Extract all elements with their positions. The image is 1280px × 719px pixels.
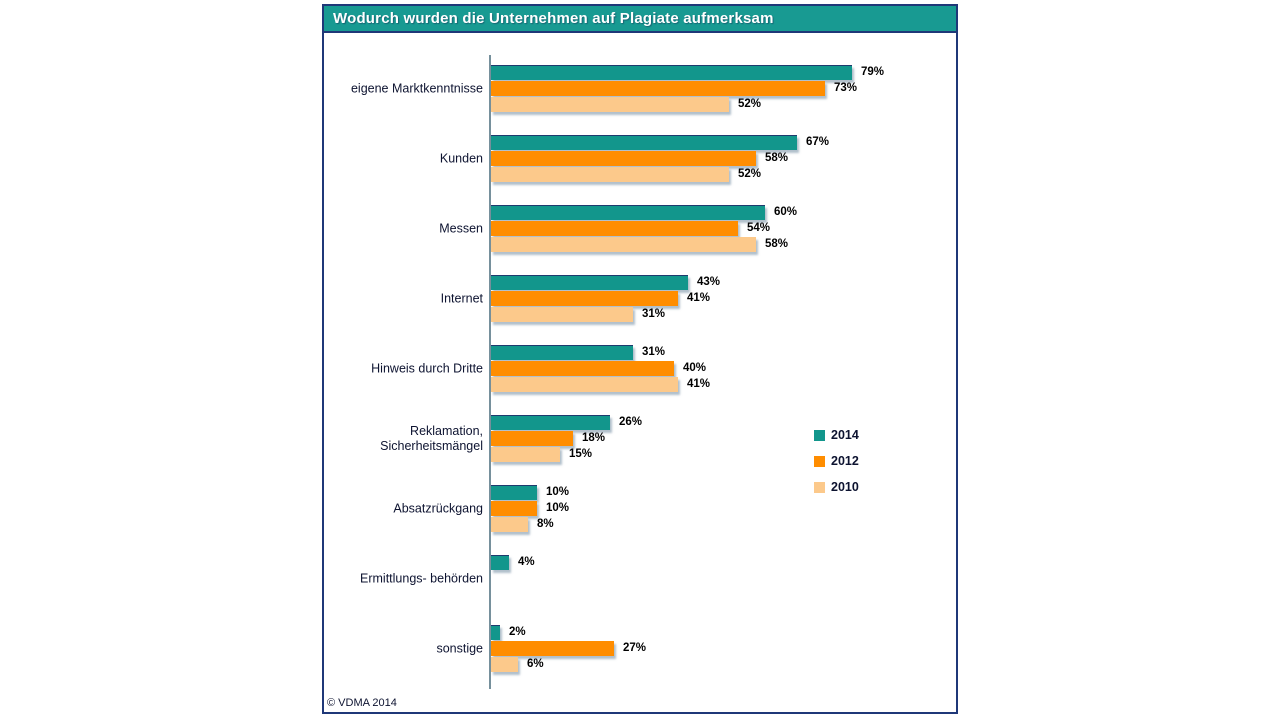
category-label-messen: Messen [439,221,483,236]
value-label-2010-absatzr-ckgang: 8% [537,518,554,530]
legend-label-2010: 2010 [831,480,859,494]
value-label-2012-internet: 41% [687,292,711,304]
bar-2014-hinweis-durch-dritte [491,345,633,360]
category-label-internet: Internet [440,291,483,306]
value-label-2012-absatzr-ckgang: 10% [546,502,570,514]
bar-2012-eigene-marktkenntnisse [491,81,825,96]
bar-2010-messen [491,237,756,252]
legend-swatch-2010 [814,481,825,493]
value-label-2014-ermittlungs-beh-rden: 4% [518,556,535,568]
chart-title: Wodurch wurden die Unternehmen auf Plagi… [333,10,774,27]
value-label-2010-reklamation-sicherheitsm-ngel: 15% [569,448,593,460]
value-label-2014-eigene-marktkenntnisse: 79% [861,66,885,78]
chart-header: Wodurch wurden die Unternehmen auf Plagi… [324,6,956,33]
bar-2010-hinweis-durch-dritte [491,377,678,392]
category-label-absatzr-ckgang: Absatzrückgang [393,501,483,516]
bar-2014-absatzr-ckgang [491,485,537,500]
legend-label-2014: 2014 [831,428,859,442]
value-label-2010-kunden: 52% [738,168,762,180]
category-label-ermittlungs-beh-rden: Ermittlungs- behörden [360,571,483,586]
bar-2012-absatzr-ckgang [491,501,537,516]
value-label-2012-reklamation-sicherheitsm-ngel: 18% [582,432,606,444]
bar-2012-reklamation-sicherheitsm-ngel [491,431,573,446]
value-label-2012-eigene-marktkenntnisse: 73% [834,82,858,94]
value-label-2010-hinweis-durch-dritte: 41% [687,378,711,390]
bar-2010-sonstige [491,657,518,672]
bar-2012-sonstige [491,641,614,656]
value-label-2010-messen: 58% [765,238,789,250]
value-label-2014-absatzr-ckgang: 10% [546,486,570,498]
bar-2014-ermittlungs-beh-rden [491,555,509,570]
bar-2010-kunden [491,167,729,182]
legend-item-2010: 2010 [814,480,859,494]
category-label-hinweis-durch-dritte: Hinweis durch Dritte [371,361,483,376]
legend: 2014 2012 2010 [814,428,859,506]
value-label-2014-reklamation-sicherheitsm-ngel: 26% [619,416,643,428]
bar-2010-reklamation-sicherheitsm-ngel [491,447,560,462]
legend-swatch-2014 [814,429,825,441]
bar-2014-sonstige [491,625,500,640]
category-label-kunden: Kunden [439,151,483,166]
bar-2012-messen [491,221,738,236]
bar-2014-reklamation-sicherheitsm-ngel [491,415,610,430]
category-label-eigene-marktkenntnisse: eigene Marktkenntnisse [350,81,483,96]
y-axis-line [489,55,491,689]
value-label-2012-hinweis-durch-dritte: 40% [683,362,707,374]
value-label-2014-messen: 60% [774,206,798,218]
value-label-2012-sonstige: 27% [623,642,647,654]
legend-item-2012: 2012 [814,454,859,468]
category-label-reklamation-sicherheitsm-ngel: Reklamation, Sicherheitsmängel [380,424,483,453]
legend-swatch-2012 [814,455,825,467]
bar-2014-messen [491,205,765,220]
value-label-2010-internet: 31% [642,308,666,320]
plot-area: eigene Marktkenntnisse 79% 73% 52% Kunden 67%… [324,33,956,712]
source-credit: © VDMA 2014 [327,697,397,709]
value-label-2014-hinweis-durch-dritte: 31% [642,346,666,358]
value-label-2014-kunden: 67% [806,136,830,148]
value-label-2014-sonstige: 2% [509,626,526,638]
bar-2014-kunden [491,135,797,150]
bar-2012-kunden [491,151,756,166]
bar-2010-eigene-marktkenntnisse [491,97,729,112]
category-label-sonstige: sonstige [436,641,483,656]
bar-2012-internet [491,291,678,306]
bar-2012-hinweis-durch-dritte [491,361,674,376]
bar-2014-eigene-marktkenntnisse [491,65,852,80]
value-label-2012-messen: 54% [747,222,771,234]
legend-label-2012: 2012 [831,454,859,468]
value-label-2014-internet: 43% [697,276,721,288]
value-label-2012-kunden: 58% [765,152,789,164]
bar-2010-absatzr-ckgang [491,517,528,532]
value-label-2010-eigene-marktkenntnisse: 52% [738,98,762,110]
bar-2014-internet [491,275,688,290]
value-label-2010-sonstige: 6% [527,658,544,670]
legend-item-2014: 2014 [814,428,859,442]
chart-frame: Wodurch wurden die Unternehmen auf Plagi… [322,4,958,714]
bar-2010-internet [491,307,633,322]
